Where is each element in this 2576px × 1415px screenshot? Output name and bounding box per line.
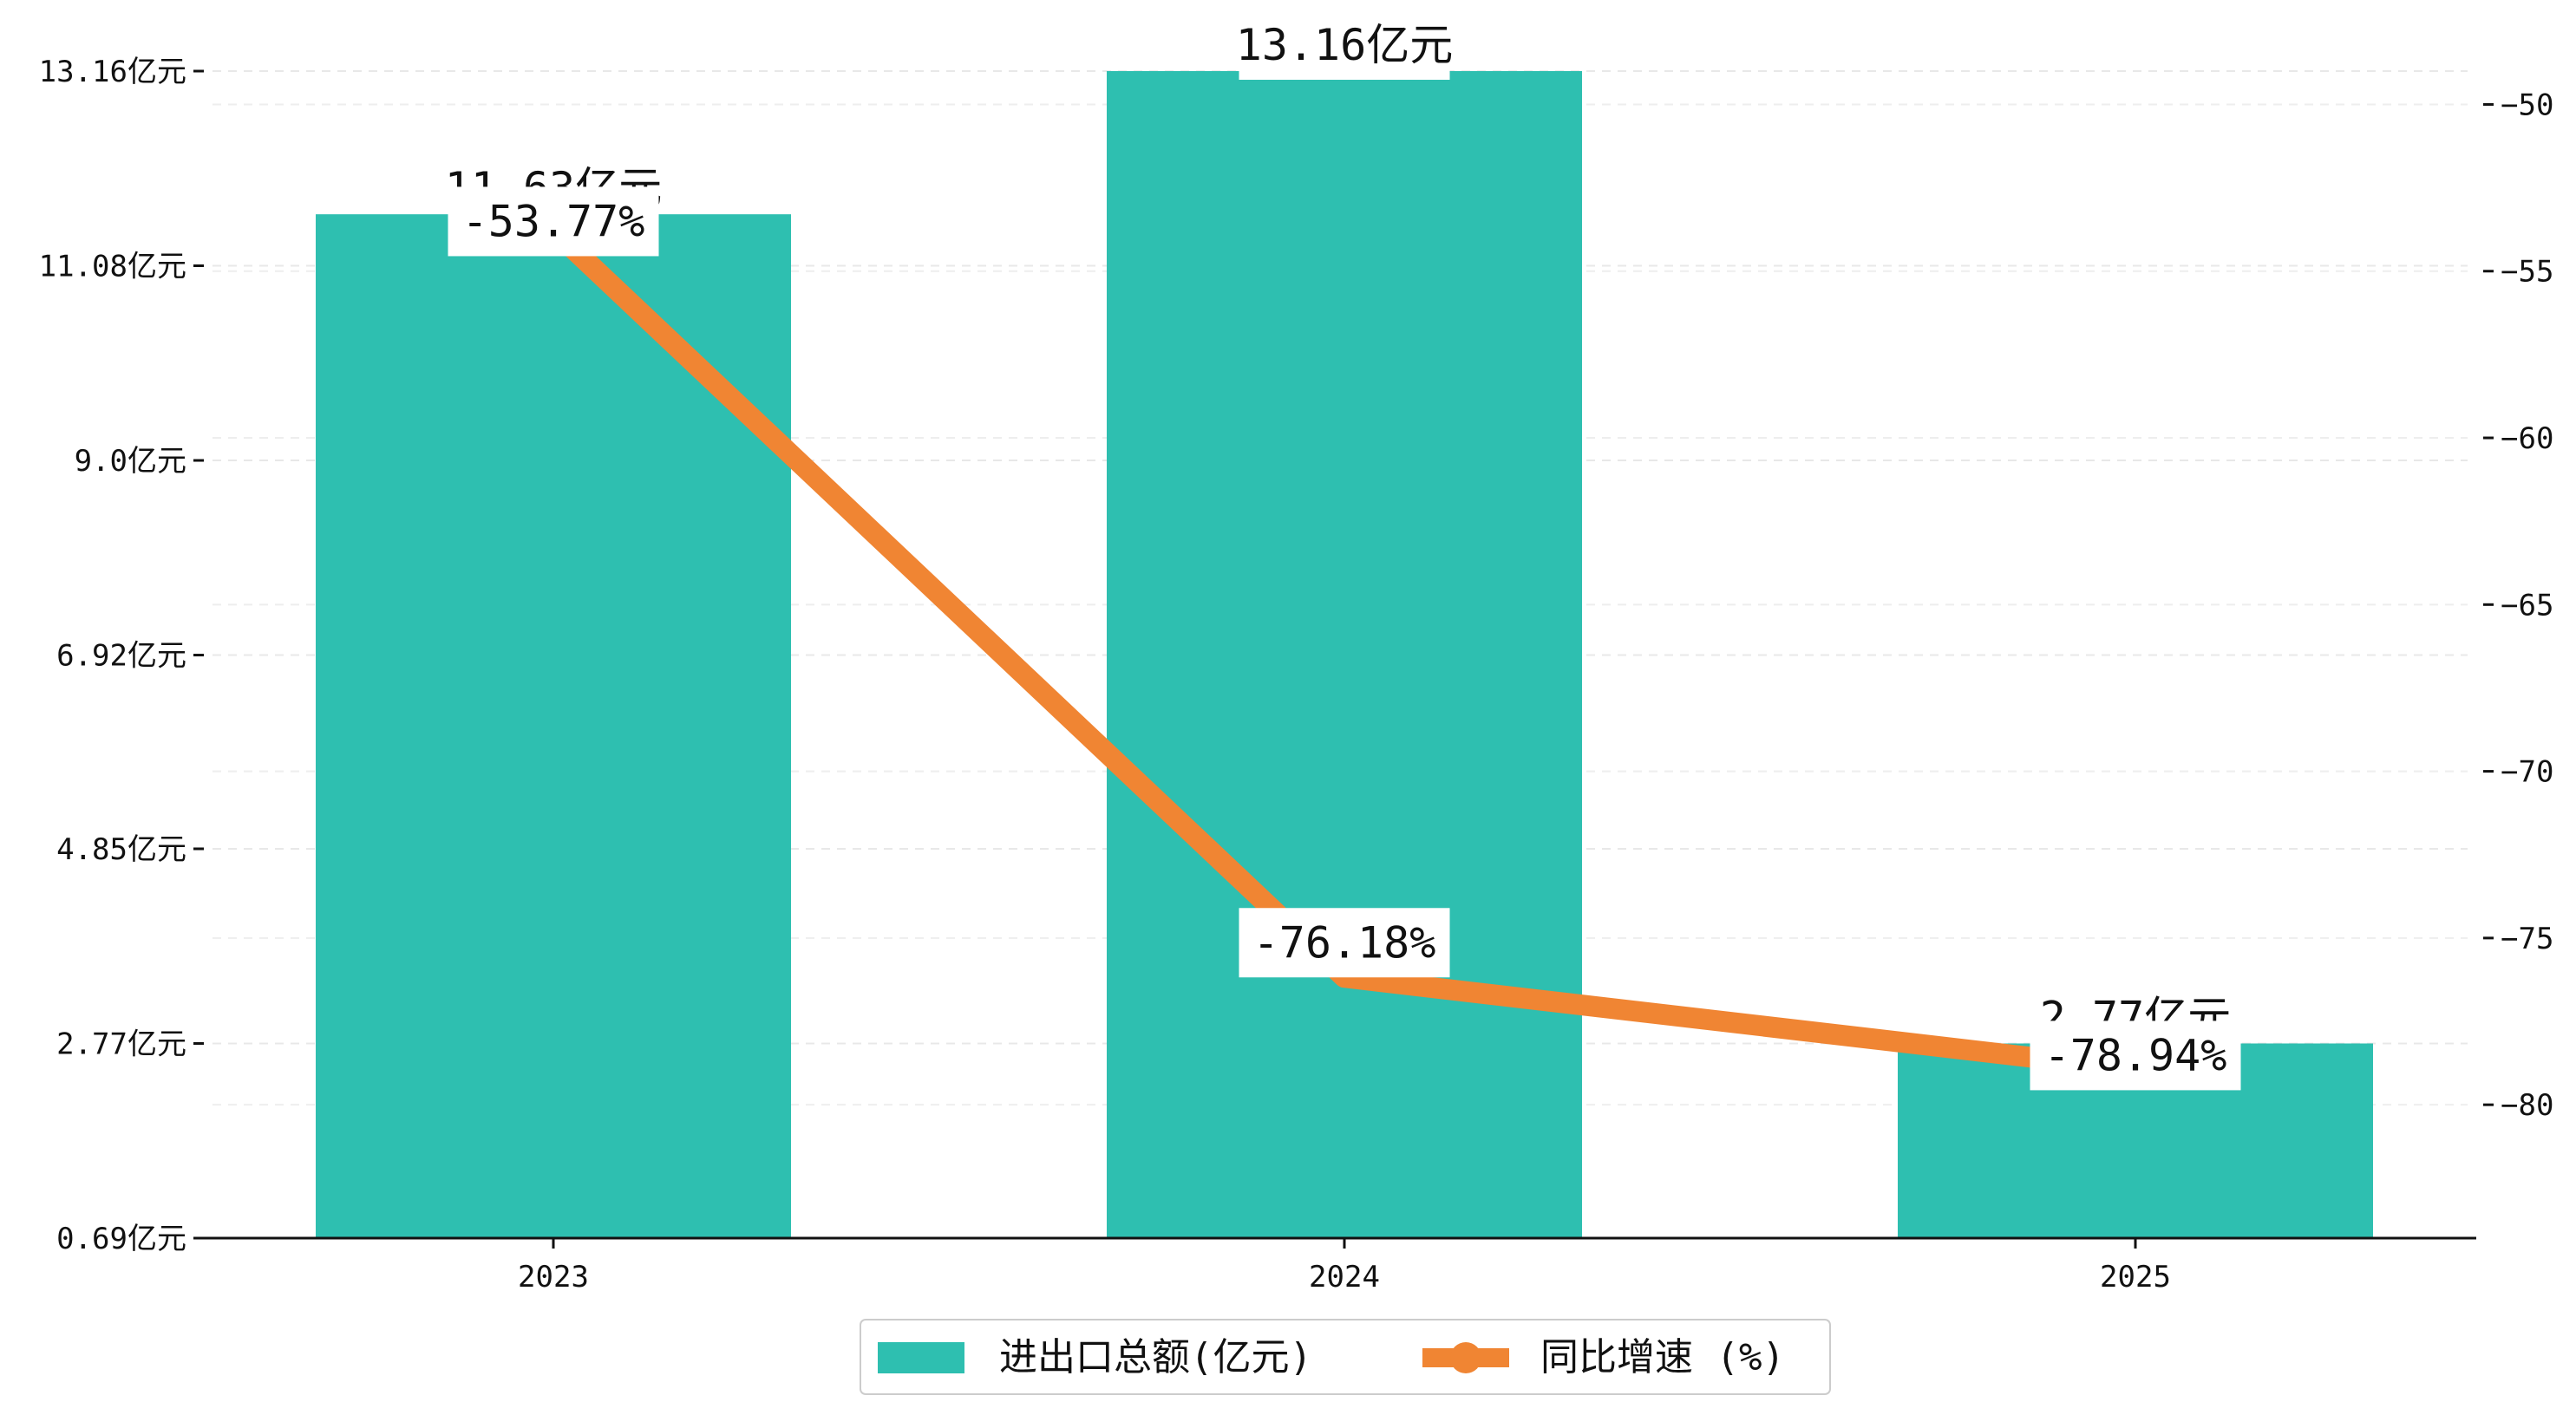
growth-value-label-2023-box bbox=[448, 186, 659, 257]
legend-swatch-bar bbox=[878, 1342, 964, 1373]
legend-label-bar: 进出口总额(亿元) bbox=[999, 1335, 1312, 1379]
left-tick-label: 11.08亿元 bbox=[39, 250, 186, 284]
left-tick-label: 9.0亿元 bbox=[75, 444, 186, 479]
growth-value-label-2024-box bbox=[1239, 908, 1450, 978]
growth-value-label-2023: -53.77% bbox=[448, 186, 659, 257]
right-tick-label: −65 bbox=[2501, 588, 2553, 623]
x-tick-label: 2025 bbox=[2100, 1260, 2171, 1294]
bar-value-label-2024-text: 13.16亿元 bbox=[1236, 20, 1454, 70]
bar-value-label-2024: 13.16亿元 bbox=[1236, 10, 1454, 80]
right-tick-label: −55 bbox=[2501, 255, 2553, 290]
legend-swatch-marker bbox=[1450, 1342, 1481, 1373]
left-tick-label: 13.16亿元 bbox=[39, 55, 186, 89]
right-tick-label: −75 bbox=[2501, 922, 2553, 956]
right-tick-label: −50 bbox=[2501, 88, 2553, 122]
left-tick-label: 0.69亿元 bbox=[56, 1222, 186, 1256]
data-labels: 11.63亿元13.16亿元2.77亿元-53.77%-76.18%-78.94… bbox=[445, 10, 2241, 1091]
bar-value-label-2024-box bbox=[1239, 10, 1450, 80]
x-tick-label: 2024 bbox=[1309, 1260, 1380, 1294]
legend-box bbox=[860, 1319, 1831, 1395]
growth-value-label-2024-text: -76.18% bbox=[1253, 917, 1436, 968]
legend-label-line: 同比增速 (%) bbox=[1540, 1335, 1785, 1379]
axes: 0.69亿元 2.77亿元 4.85亿元 6.92亿元 9.0亿元 11.08亿元 13.1… bbox=[39, 55, 2554, 1294]
growth-value-label-2023-text: -53.77% bbox=[462, 196, 645, 246]
left-tick-label: 2.77亿元 bbox=[56, 1027, 186, 1061]
growth-value-label-2024: -76.18% bbox=[1239, 908, 1450, 978]
growth-value-label-2025: -78.94% bbox=[2030, 1020, 2241, 1091]
x-tick-label: 2023 bbox=[518, 1260, 589, 1294]
right-tick-label: −60 bbox=[2501, 421, 2553, 456]
growth-value-label-2025-box bbox=[2030, 1020, 2241, 1091]
growth-value-label-2025-text: -78.94% bbox=[2044, 1030, 2227, 1080]
bar-2024 bbox=[1107, 71, 1582, 1238]
left-tick-label: 4.85亿元 bbox=[56, 832, 186, 867]
bar-series bbox=[316, 71, 2373, 1239]
right-tick-label: −80 bbox=[2501, 1088, 2553, 1123]
bar-2023 bbox=[316, 214, 791, 1239]
legend: 进出口总额(亿元) 同比增速 (%) bbox=[860, 1319, 1831, 1395]
right-tick-label: −70 bbox=[2501, 755, 2553, 790]
left-tick-label: 6.92亿元 bbox=[56, 639, 186, 674]
